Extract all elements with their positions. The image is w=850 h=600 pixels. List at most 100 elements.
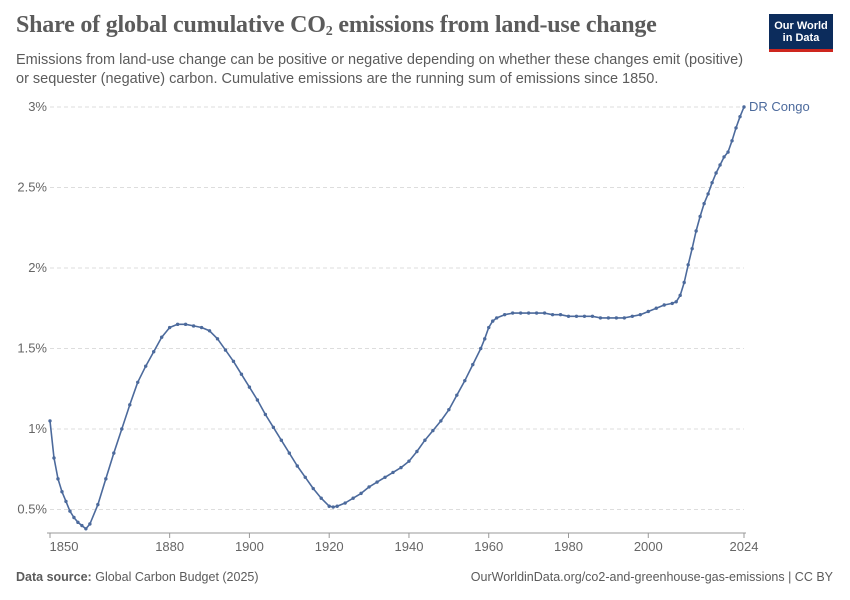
y-tick-label: 2% bbox=[28, 260, 47, 275]
data-point bbox=[487, 325, 491, 330]
data-point bbox=[714, 171, 718, 175]
data-point bbox=[191, 324, 196, 328]
data-point bbox=[722, 155, 726, 159]
data-point bbox=[183, 322, 188, 327]
data-point bbox=[128, 403, 132, 407]
data-point bbox=[654, 306, 658, 310]
data-source-label: Data source: bbox=[16, 570, 92, 584]
data-point bbox=[662, 303, 666, 307]
y-tick-label: 2.5% bbox=[17, 179, 47, 194]
y-tick-label: 1% bbox=[28, 421, 47, 436]
data-point bbox=[144, 364, 148, 368]
data-point bbox=[104, 477, 108, 481]
data-point bbox=[351, 496, 355, 500]
data-point bbox=[56, 477, 60, 481]
data-point bbox=[678, 293, 682, 298]
data-point bbox=[84, 527, 88, 531]
data-point bbox=[391, 470, 395, 475]
y-tick-label: 1.5% bbox=[17, 340, 47, 355]
data-point bbox=[447, 407, 451, 412]
data-point bbox=[710, 180, 714, 185]
data-point bbox=[690, 246, 694, 251]
data-point bbox=[463, 378, 467, 383]
x-tick-label: 2000 bbox=[634, 539, 663, 554]
data-point bbox=[471, 362, 475, 367]
data-point bbox=[590, 314, 595, 318]
x-tick-label: 1920 bbox=[315, 539, 344, 554]
data-point bbox=[335, 504, 339, 508]
x-tick-label: 1880 bbox=[155, 539, 184, 554]
data-point bbox=[674, 300, 678, 304]
data-point bbox=[199, 325, 204, 330]
data-point bbox=[255, 398, 260, 402]
data-point bbox=[670, 301, 674, 306]
data-point bbox=[52, 456, 56, 460]
data-point bbox=[431, 428, 435, 433]
x-tick-label: 1960 bbox=[474, 539, 503, 554]
data-point bbox=[167, 325, 172, 330]
data-source: Data source: Global Carbon Budget (2025) bbox=[16, 570, 259, 584]
data-point bbox=[614, 316, 619, 320]
data-point bbox=[295, 464, 299, 468]
data-point bbox=[399, 465, 403, 470]
data-point bbox=[239, 372, 244, 376]
data-point bbox=[68, 509, 72, 513]
data-point bbox=[742, 105, 746, 109]
data-point bbox=[534, 311, 539, 315]
data-point bbox=[215, 337, 220, 341]
series-label: DR Congo bbox=[749, 99, 810, 114]
y-axis: 0.5% 1% 1.5% 2% 2.5% 3% bbox=[17, 99, 47, 516]
x-tick-label: 2024 bbox=[730, 539, 759, 554]
data-point bbox=[152, 349, 156, 354]
data-point bbox=[375, 480, 379, 484]
data-point bbox=[702, 201, 706, 206]
data-point bbox=[491, 319, 495, 323]
data-point bbox=[48, 419, 52, 423]
logo-line-1: Our World bbox=[774, 20, 828, 32]
data-point bbox=[120, 427, 124, 431]
data-point bbox=[550, 312, 555, 317]
x-tick-label: 1980 bbox=[554, 539, 583, 554]
data-point bbox=[175, 322, 180, 327]
x-tick-label: 1900 bbox=[235, 539, 264, 554]
series-layer: DR Congo bbox=[48, 99, 810, 531]
x-tick-label: 1850 bbox=[50, 539, 79, 554]
data-point bbox=[542, 311, 547, 315]
data-point bbox=[510, 311, 515, 315]
series-line-dr-congo bbox=[49, 106, 745, 530]
data-point bbox=[502, 312, 507, 317]
data-point bbox=[112, 451, 116, 455]
data-point bbox=[72, 515, 76, 520]
data-point bbox=[630, 314, 635, 318]
data-source-value: Global Carbon Budget (2025) bbox=[95, 570, 259, 584]
data-point bbox=[574, 314, 579, 318]
data-point bbox=[479, 346, 483, 351]
data-point bbox=[319, 496, 323, 500]
data-point bbox=[367, 485, 371, 489]
data-point bbox=[698, 214, 702, 219]
data-point bbox=[279, 438, 284, 442]
data-point bbox=[159, 335, 164, 339]
data-point bbox=[706, 192, 710, 196]
data-point bbox=[518, 311, 523, 315]
data-point bbox=[76, 520, 80, 525]
data-point bbox=[415, 449, 419, 454]
data-point bbox=[439, 419, 443, 423]
data-point bbox=[223, 348, 228, 352]
data-point bbox=[734, 126, 738, 130]
data-point bbox=[646, 309, 650, 314]
data-point bbox=[247, 385, 252, 389]
data-point bbox=[231, 359, 236, 364]
data-point bbox=[455, 393, 459, 397]
data-point bbox=[331, 505, 335, 509]
data-point bbox=[207, 329, 212, 333]
owid-logo[interactable]: Our World in Data bbox=[769, 14, 833, 52]
data-point bbox=[311, 486, 315, 491]
source-link[interactable]: OurWorldinData.org/co2-and-greenhouse-ga… bbox=[470, 570, 833, 584]
data-point bbox=[726, 150, 730, 154]
data-point bbox=[423, 438, 427, 442]
data-point bbox=[327, 504, 331, 508]
data-point bbox=[638, 312, 642, 317]
x-tick-label: 1940 bbox=[395, 539, 424, 554]
data-point bbox=[303, 475, 307, 479]
